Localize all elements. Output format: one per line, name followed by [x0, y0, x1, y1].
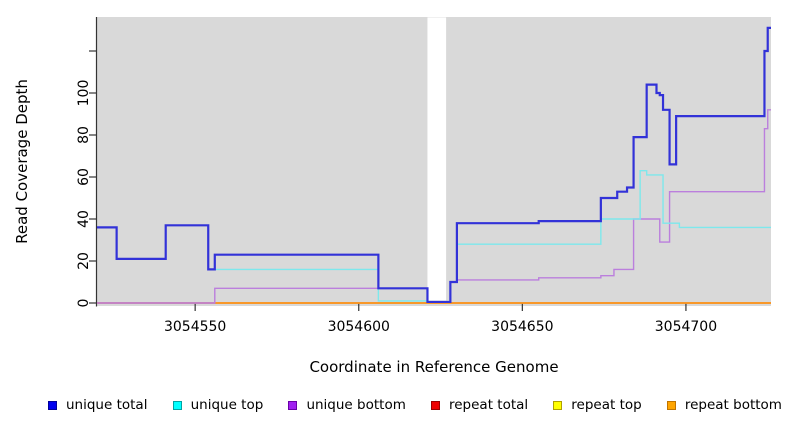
y-tick-label: 100 [76, 80, 92, 107]
legend-item: unique top [172, 397, 264, 413]
legend-item: repeat bottom [666, 397, 782, 413]
x-tick-label: 3054550 [164, 319, 226, 335]
chart-legend: unique total unique top unique bottom repea… [48, 397, 782, 413]
y-axis-title: Read Coverage Depth [13, 79, 31, 244]
y-tick-label: 80 [76, 126, 92, 144]
legend-item: repeat total [430, 397, 529, 413]
legend-item: unique bottom [288, 397, 406, 413]
y-tick-label: 0 [76, 299, 92, 308]
legend-item: unique total [48, 397, 147, 413]
legend-label: unique total [66, 397, 148, 413]
no-data-gap-band [427, 17, 447, 301]
legend-label: unique top [190, 397, 264, 413]
legend-label: repeat bottom [684, 397, 782, 413]
legend-swatch-icon [288, 400, 298, 410]
legend-swatch-icon [666, 400, 676, 410]
legend-swatch-icon [553, 400, 563, 410]
y-tick-label: 40 [76, 210, 92, 228]
legend-label: repeat top [571, 397, 642, 413]
legend-label: repeat total [448, 397, 529, 413]
x-tick-label: 3054600 [328, 319, 390, 335]
series-line-unique-total [97, 26, 771, 304]
x-tick-label: 3054700 [655, 319, 717, 335]
legend-label: unique bottom [306, 397, 406, 413]
legend-swatch-icon [48, 400, 57, 410]
x-axis-title: Coordinate in Reference Genome [309, 358, 558, 376]
legend-item: repeat top [553, 397, 642, 413]
y-tick-label: 60 [76, 168, 92, 186]
legend-swatch-icon [430, 400, 440, 410]
x-tick-label: 3054650 [491, 319, 553, 335]
legend-swatch-icon [172, 400, 182, 410]
y-tick-label: 20 [76, 252, 92, 270]
